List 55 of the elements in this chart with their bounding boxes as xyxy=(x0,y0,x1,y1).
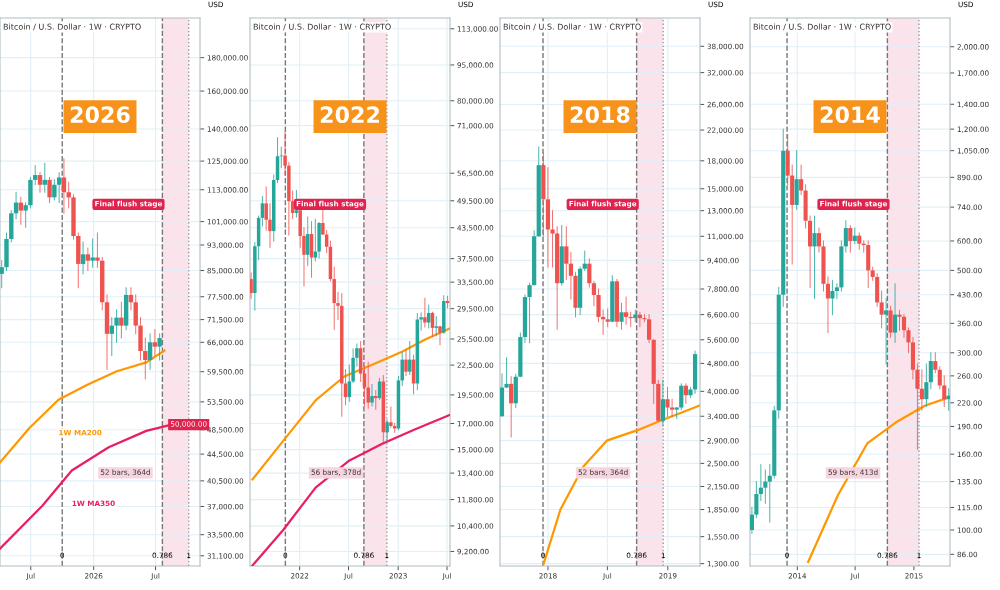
candlestick xyxy=(317,222,321,259)
candlestick xyxy=(152,329,158,356)
candlestick xyxy=(18,196,24,225)
candlestick xyxy=(56,172,62,203)
candlestick xyxy=(559,225,564,286)
candlestick xyxy=(52,179,57,201)
candlestick xyxy=(426,304,431,329)
candlestick xyxy=(385,419,389,444)
candlestick xyxy=(434,316,438,337)
candlestick xyxy=(366,361,370,409)
candlestick xyxy=(509,376,514,438)
candlestick xyxy=(812,215,817,299)
candlestick xyxy=(423,297,427,328)
candlestick xyxy=(389,406,393,428)
candlestick xyxy=(42,162,47,193)
candlestick xyxy=(892,283,898,343)
line-series xyxy=(251,327,450,481)
text: 2026 xyxy=(70,106,130,124)
candlestick xyxy=(888,305,893,338)
candlestick xyxy=(147,333,153,370)
candlestick xyxy=(404,349,408,376)
candlestick xyxy=(370,384,374,407)
text: 2018 xyxy=(570,106,630,124)
candlestick xyxy=(374,390,378,410)
candlestick xyxy=(897,310,902,331)
candlestick xyxy=(61,158,67,214)
candlestick xyxy=(794,150,799,210)
candlestick xyxy=(90,238,95,268)
candlestick xyxy=(619,302,624,330)
candlestick xyxy=(37,172,43,193)
candlestick xyxy=(679,383,684,411)
candlestick xyxy=(438,325,442,346)
candlestick xyxy=(665,387,670,417)
candlestick xyxy=(85,247,91,271)
candlestick xyxy=(119,301,124,339)
candlestick xyxy=(692,350,698,394)
candlestick xyxy=(866,240,871,288)
candlestick xyxy=(683,383,688,404)
candlestick xyxy=(47,177,52,203)
line-series xyxy=(807,395,950,564)
candlestick xyxy=(80,241,86,275)
candlestick xyxy=(605,308,610,328)
candlestick xyxy=(610,275,615,323)
candlestick xyxy=(408,341,412,375)
candlestick xyxy=(848,225,853,253)
candlestick xyxy=(660,379,665,426)
candlestick xyxy=(830,279,835,316)
text: 2014 xyxy=(820,106,880,124)
candlestick xyxy=(614,279,620,328)
candlestick xyxy=(852,227,857,245)
candlestick xyxy=(623,296,629,325)
candlestick xyxy=(123,287,129,331)
candlestick xyxy=(884,298,889,365)
candlestick xyxy=(157,333,162,361)
text: 2022 xyxy=(320,106,379,124)
